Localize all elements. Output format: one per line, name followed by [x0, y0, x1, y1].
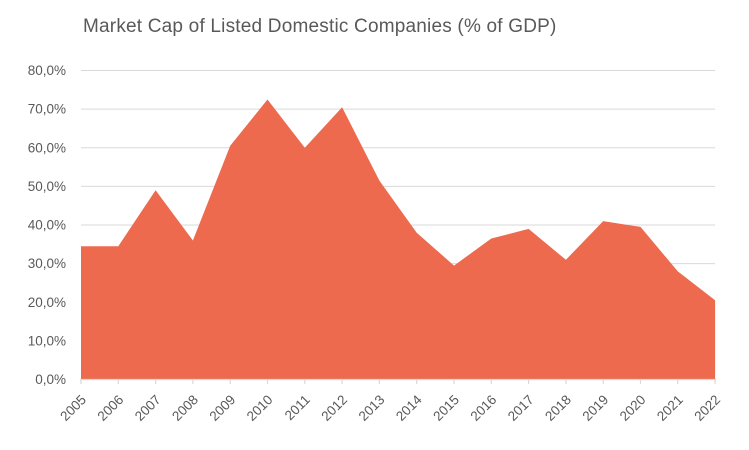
x-axis-label-2021: 2021: [654, 392, 686, 424]
area-fill: [81, 99, 716, 380]
y-axis-label-50: 50,0%: [28, 179, 66, 194]
y-axis-label-60: 60,0%: [28, 140, 66, 155]
x-axis-label-2009: 2009: [206, 392, 238, 424]
x-axis: [80, 378, 717, 384]
x-axis-label-2010: 2010: [244, 392, 276, 424]
x-axis-label-2016: 2016: [468, 392, 500, 424]
x-axis-label-2022: 2022: [691, 392, 723, 424]
x-axis-label-2019: 2019: [579, 392, 611, 424]
x-axis-label-2020: 2020: [617, 392, 649, 424]
x-axis-label-2011: 2011: [282, 392, 313, 423]
y-axis-label-70: 70,0%: [28, 102, 66, 117]
x-axis-label-2014: 2014: [393, 392, 425, 424]
x-axis-label-2013: 2013: [356, 392, 388, 424]
chart-title: Market Cap of Listed Domestic Companies …: [83, 16, 557, 37]
x-axis-label-2015: 2015: [430, 392, 462, 424]
x-axis-labels: 2005 2006 2007 2008 2009 2010 2011 2012 2013 2014…: [57, 392, 723, 424]
x-axis-label-2018: 2018: [542, 392, 574, 424]
area-series: [81, 99, 716, 380]
y-axis-label-30: 30,0%: [28, 256, 66, 271]
y-axis-label-0: 0,0%: [35, 372, 66, 387]
x-axis-label-2006: 2006: [95, 392, 127, 424]
x-axis-label-2008: 2008: [169, 392, 201, 424]
y-axis-label-80: 80,0%: [28, 63, 66, 78]
y-axis-label-10: 10,0%: [28, 333, 66, 348]
x-axis-label-2017: 2017: [505, 392, 537, 424]
y-axis-labels: 0,0% 10,0% 20,0% 30,0% 40,0% 50,0% 60,0% 70,0% 8…: [28, 63, 66, 387]
y-axis-label-40: 40,0%: [28, 218, 66, 233]
y-axis-label-20: 20,0%: [28, 295, 66, 310]
x-axis-label-2012: 2012: [318, 392, 350, 424]
x-axis-label-2007: 2007: [132, 392, 164, 424]
x-axis-label-2005: 2005: [57, 392, 89, 424]
